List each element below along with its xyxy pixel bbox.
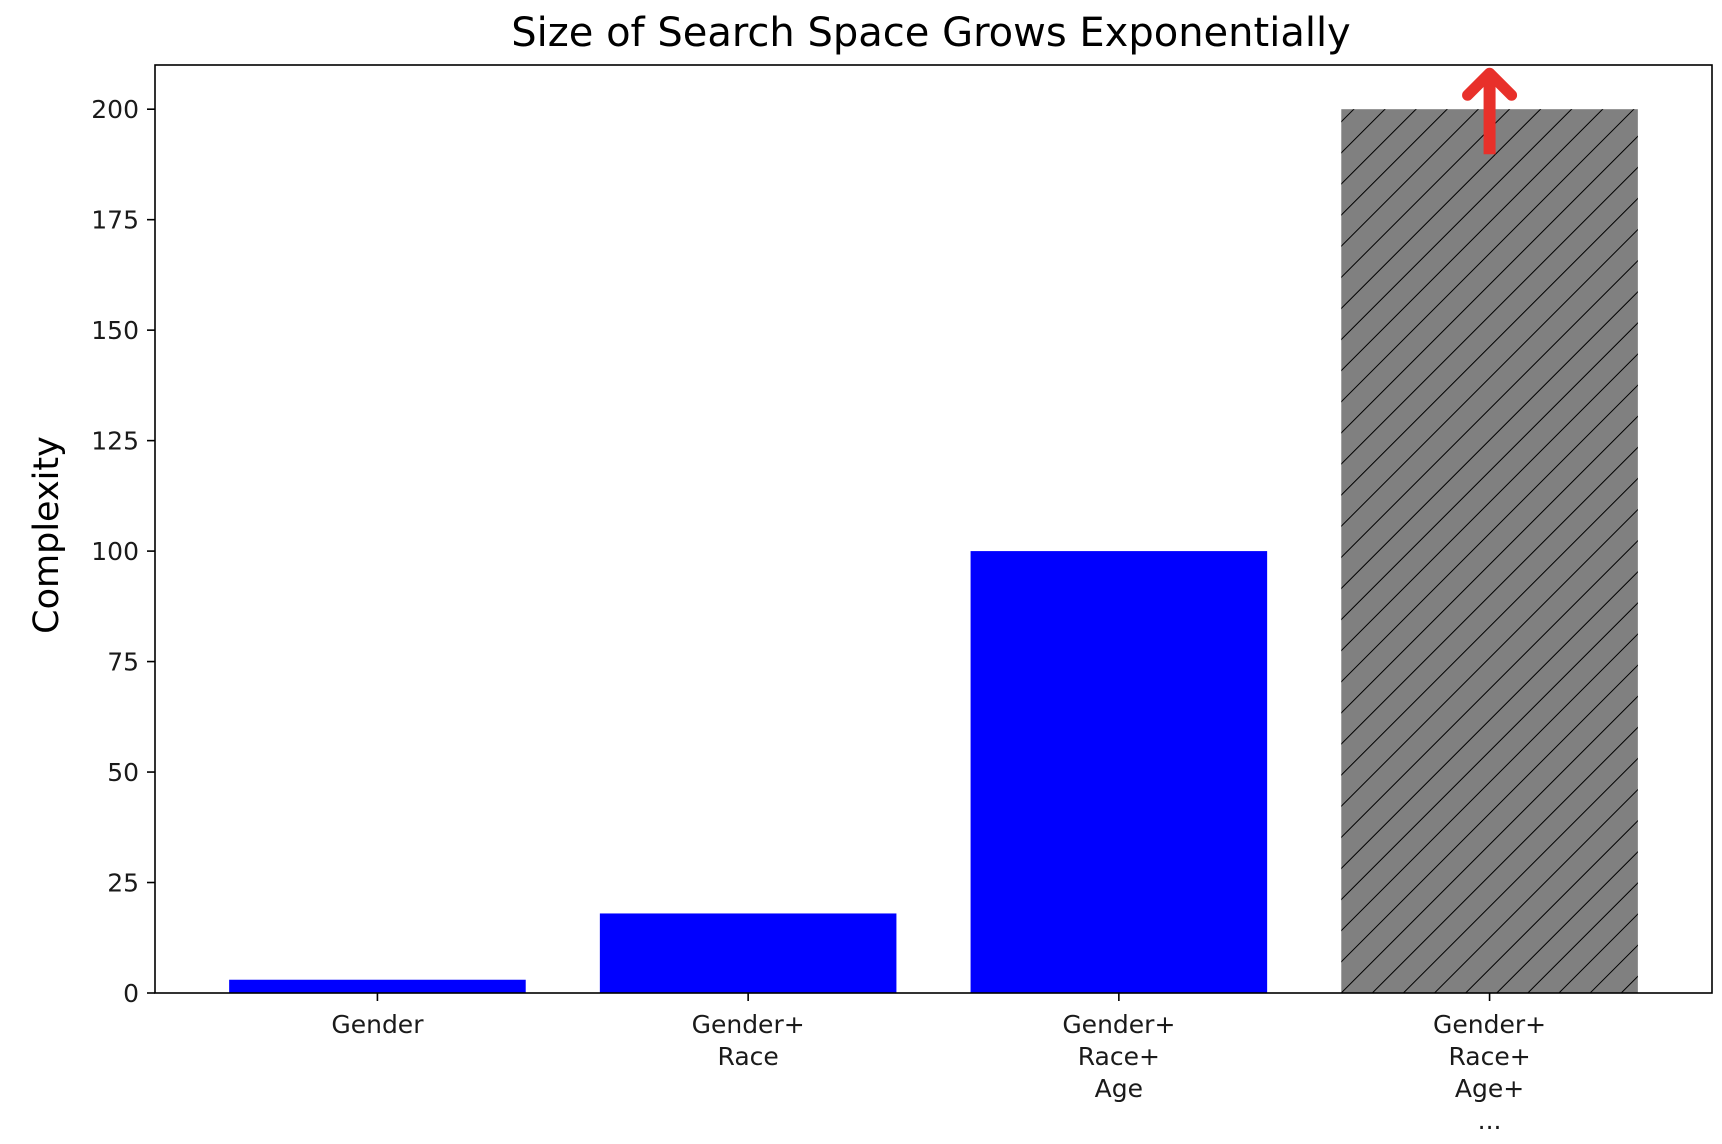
y-axis-label: Complexity (27, 436, 67, 634)
x-tick-label: Gender (331, 1010, 424, 1039)
chart-title: Size of Search Space Grows Exponentially (511, 10, 1350, 56)
x-tick-label-line: Gender+ (692, 1010, 805, 1039)
bar (229, 979, 526, 993)
arrow-up-icon (1462, 67, 1518, 101)
bars (229, 109, 1638, 993)
y-tick-label: 75 (107, 648, 139, 677)
y-tick-label: 125 (91, 427, 139, 456)
x-tick-label-line: Gender (331, 1010, 424, 1039)
y-tick-label: 100 (91, 537, 139, 566)
y-tick-label: 25 (107, 869, 139, 898)
x-tick-label-line: Age (1095, 1074, 1143, 1103)
y-tick-label: 150 (91, 316, 139, 345)
y-tick-label: 0 (123, 979, 139, 1008)
bar (970, 551, 1268, 993)
x-tick-label-line: Age+ (1455, 1074, 1524, 1103)
x-tick-label-line: Gender+ (1433, 1010, 1546, 1039)
x-tick-label: Gender+ Race+ Age+... (1433, 1010, 1546, 1135)
x-tick-label-line: Race+ (1078, 1042, 1160, 1071)
y-tick-label: 50 (107, 758, 139, 787)
y-axis-ticks: 0 25 50 75 100 125 150 175 200 (91, 95, 155, 1008)
x-tick-label-line: Gender+ (1062, 1010, 1175, 1039)
x-axis-ticks: Gender Gender+ Race Gender+ Race+ Age Gender+ R… (331, 993, 1546, 1135)
plot-frame (154, 64, 1713, 994)
y-tick-label: 200 (91, 95, 139, 124)
x-tick-label: Gender+ Race+ Age (1062, 1010, 1175, 1103)
bar-hatch (1341, 109, 1638, 993)
x-tick-label-line: ... (1478, 1106, 1502, 1135)
x-tick-label: Gender+ Race (692, 1010, 805, 1071)
bar (599, 913, 897, 993)
x-tick-label-line: Race+ (1448, 1042, 1530, 1071)
x-tick-label-line: Race (718, 1042, 779, 1071)
annotation (1462, 67, 1518, 155)
y-tick-label: 175 (91, 206, 139, 235)
